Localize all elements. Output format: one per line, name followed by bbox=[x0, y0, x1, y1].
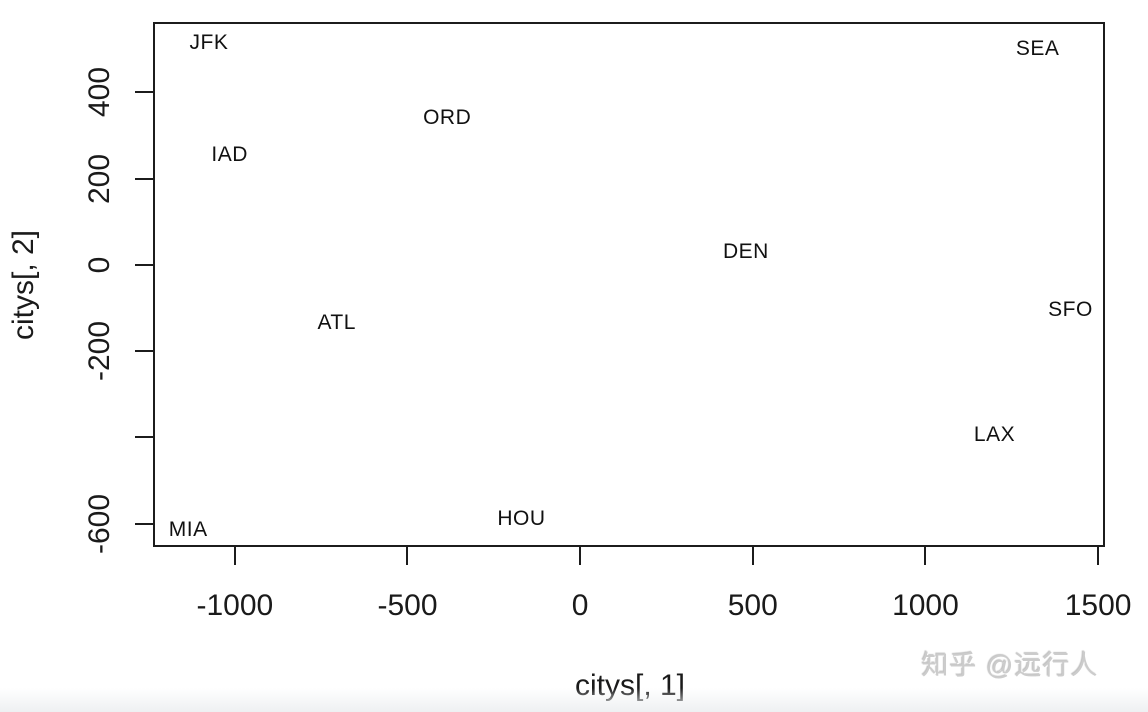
x-axis-tick-label: 1500 bbox=[1064, 589, 1132, 622]
x-axis-tick-label: -500 bbox=[377, 589, 438, 622]
city-label-hou: HOU bbox=[497, 507, 546, 531]
x-axis-tick bbox=[1097, 547, 1100, 565]
x-axis-tick bbox=[924, 547, 927, 565]
y-axis-tick bbox=[135, 350, 153, 353]
x-axis-tick-label: -1000 bbox=[196, 589, 274, 622]
y-axis-tick-label: -600 bbox=[83, 493, 116, 554]
city-label-jfk: JFK bbox=[189, 30, 229, 54]
city-label-sea: SEA bbox=[1015, 37, 1060, 61]
y-axis-tick bbox=[135, 177, 153, 180]
x-axis-tick bbox=[751, 547, 754, 565]
y-axis-tick bbox=[135, 522, 153, 525]
x-axis-tick-label: 0 bbox=[571, 589, 589, 622]
city-label-den: DEN bbox=[722, 239, 769, 263]
y-axis-tick bbox=[135, 436, 153, 439]
x-axis-tick bbox=[233, 547, 236, 565]
x-axis-tick bbox=[579, 547, 582, 565]
city-label-lax: LAX bbox=[973, 423, 1016, 447]
x-axis-tick bbox=[406, 547, 409, 565]
city-label-ord: ORD bbox=[423, 106, 472, 130]
x-axis-tick-label: 500 bbox=[727, 589, 778, 622]
x-axis-title: citys[, 1] bbox=[574, 669, 686, 702]
y-axis-title: citys[, 2] bbox=[7, 229, 40, 341]
y-axis-tick-label: -200 bbox=[83, 321, 116, 382]
city-label-iad: IAD bbox=[211, 142, 248, 166]
city-label-mia: MIA bbox=[168, 518, 208, 542]
x-axis-tick-label: 1000 bbox=[892, 589, 959, 622]
y-axis-tick-label: 400 bbox=[83, 67, 116, 118]
y-axis-tick bbox=[135, 91, 153, 94]
y-axis-tick-label: 0 bbox=[83, 256, 116, 274]
y-axis-tick-label: 200 bbox=[83, 153, 116, 204]
plot-area bbox=[153, 22, 1105, 547]
y-axis-tick bbox=[135, 263, 153, 266]
watermark: 知乎 @远行人 bbox=[921, 650, 1099, 681]
city-label-atl: ATL bbox=[317, 311, 356, 335]
city-label-sfo: SFO bbox=[1048, 298, 1093, 322]
